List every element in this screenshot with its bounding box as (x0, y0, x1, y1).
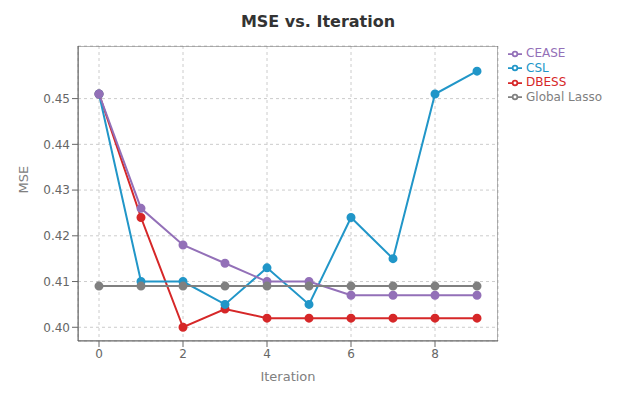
svg-text:8: 8 (431, 347, 439, 361)
html-text:MSE vs. Iteration: MSE vs. Iteration (240, 12, 396, 31)
svg-text:0.42: 0.42 (43, 229, 70, 243)
html-text:Global Lasso: Global Lasso (526, 89, 602, 104)
svg-text:0.41: 0.41 (43, 275, 70, 289)
svg-text:0: 0 (95, 347, 103, 361)
svg-text:Iteration: Iteration (260, 369, 315, 384)
svg-text:6: 6 (347, 347, 355, 361)
html-text:CEASE: CEASE (526, 46, 566, 60)
svg-text:4: 4 (263, 347, 271, 361)
svg-text:MSE: MSE (16, 166, 31, 194)
svg-text:0.44: 0.44 (43, 138, 70, 152)
html-text:CSL: CSL (526, 60, 549, 75)
svg-text:2: 2 (179, 347, 187, 361)
svg-text:0.45: 0.45 (43, 92, 70, 106)
svg-text:0.40: 0.40 (43, 321, 70, 335)
svg-text:0.43: 0.43 (43, 183, 70, 197)
html-text:DBESS: DBESS (526, 75, 567, 89)
